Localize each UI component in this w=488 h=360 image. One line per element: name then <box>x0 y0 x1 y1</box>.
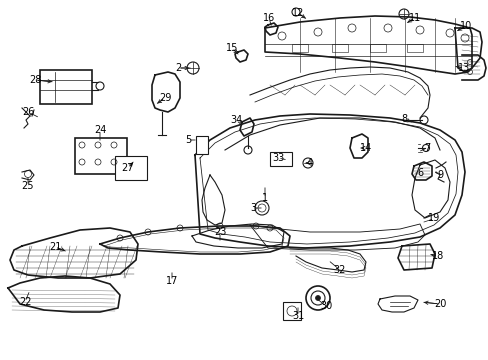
Text: 33: 33 <box>271 153 284 163</box>
Text: 16: 16 <box>263 13 275 23</box>
Bar <box>406 44 422 52</box>
Text: 14: 14 <box>359 143 371 153</box>
Text: 30: 30 <box>319 301 331 311</box>
Text: 10: 10 <box>459 21 471 31</box>
Text: 29: 29 <box>159 93 171 103</box>
Text: 12: 12 <box>291 8 304 18</box>
Text: 17: 17 <box>165 276 178 286</box>
Text: 19: 19 <box>427 213 439 223</box>
Text: 26: 26 <box>22 107 34 117</box>
Bar <box>269 152 291 166</box>
Bar <box>369 44 385 52</box>
Text: 21: 21 <box>49 242 61 252</box>
Text: 18: 18 <box>431 251 443 261</box>
Bar <box>291 44 307 52</box>
Circle shape <box>315 296 320 301</box>
Text: 13: 13 <box>457 63 469 73</box>
Bar <box>75 138 127 174</box>
Text: 7: 7 <box>423 143 429 153</box>
Circle shape <box>254 201 268 215</box>
Text: 31: 31 <box>291 311 304 321</box>
Text: 8: 8 <box>400 114 406 124</box>
Text: 2: 2 <box>175 63 181 73</box>
Text: 9: 9 <box>436 170 442 180</box>
Text: 28: 28 <box>29 75 41 85</box>
Text: 24: 24 <box>94 125 106 135</box>
Text: 6: 6 <box>416 168 422 178</box>
Text: 32: 32 <box>333 265 346 275</box>
Bar <box>196 136 207 154</box>
Text: 34: 34 <box>229 115 242 125</box>
Circle shape <box>305 286 329 310</box>
Bar <box>40 70 92 104</box>
Text: 20: 20 <box>433 299 445 309</box>
Bar <box>331 44 347 52</box>
Text: 4: 4 <box>306 158 312 168</box>
Text: 22: 22 <box>19 297 31 307</box>
Text: 27: 27 <box>122 163 134 173</box>
Bar <box>115 156 147 180</box>
Text: 11: 11 <box>408 13 420 23</box>
Bar <box>283 302 301 320</box>
Text: 15: 15 <box>225 43 238 53</box>
Text: 3: 3 <box>249 203 256 213</box>
Text: 1: 1 <box>262 193 267 203</box>
Text: 23: 23 <box>213 227 226 237</box>
Text: 25: 25 <box>21 181 34 191</box>
Text: 5: 5 <box>184 135 191 145</box>
